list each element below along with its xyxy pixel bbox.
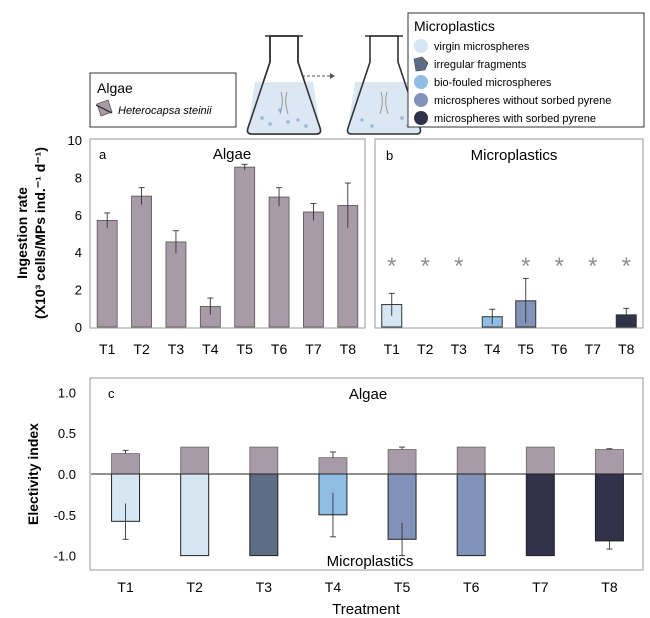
panel-a-bar-T7 (303, 211, 324, 328)
flask-left-icon (246, 35, 322, 135)
panel-b-xtick-T1: T1 (384, 341, 401, 357)
panel-a-bar-T5 (234, 166, 256, 328)
panel-c-algae-bar-T5 (387, 449, 417, 475)
panel-a-xtick-T7: T7 (305, 341, 322, 357)
legend-label-irregular-fragments: irregular fragments (434, 59, 527, 71)
panel-b-significance-T5: * (521, 253, 530, 280)
panel-c-microplastic-bar-T7 (525, 473, 555, 557)
legend-swatch-microspheres-without-sorbed-pyrene-icon (414, 93, 428, 107)
legend-algae: Algae Heterocapsa steinii (89, 72, 237, 128)
panel-a-bar-T3 (165, 241, 187, 328)
panel-b-significance-T6: * (555, 253, 564, 280)
panel-a-xtick-T3: T3 (168, 341, 185, 357)
panel-c-algae-bar-T8 (595, 449, 624, 475)
panel-b-frame (374, 138, 644, 329)
panel-b-xtick-T8: T8 (618, 341, 635, 357)
panel-b-significance-T2: * (421, 253, 430, 280)
panel-a-bar-T2 (131, 195, 152, 328)
panel-c-xtick-T8: T8 (601, 579, 618, 595)
panel-c-ytick-label: -1.0 (54, 549, 76, 564)
panel-a-bar-T6 (268, 196, 290, 328)
panel-c-xtick-T4: T4 (325, 579, 342, 595)
panel-c-algae-bar-T7 (525, 446, 555, 475)
panel-b-significance-T1: * (387, 253, 396, 280)
panel-a-label: a (99, 147, 107, 162)
panel-c-algae-bar-T1 (111, 453, 140, 475)
panel-a-ytick-label: 2 (75, 283, 82, 298)
panel-c-xtick-T5: T5 (394, 579, 411, 595)
legend-label-microspheres-without-sorbed-pyrene: microspheres without sorbed pyrene (434, 95, 611, 107)
legend-algae-species: Heterocapsa steinii (118, 105, 212, 117)
panel-a-xtick-T8: T8 (340, 341, 357, 357)
panel-c-xtick-T1: T1 (117, 579, 134, 595)
xlabel-treatment: Treatment (332, 601, 401, 618)
panel-b-xtick-T7: T7 (585, 341, 602, 357)
legend-swatch-irregular-fragments-icon (413, 56, 429, 72)
ylabel-ingestion-line1: Ingestion rate (14, 187, 30, 279)
legend-algae-title: Algae (97, 80, 133, 96)
panel-a-xtick-T5: T5 (237, 341, 254, 357)
panel-b-xtick-T3: T3 (451, 341, 468, 357)
legend-label-microspheres-with-sorbed-pyrene: microspheres with sorbed pyrene (434, 113, 596, 125)
panel-c-bottom-label: Microplastics (327, 553, 414, 570)
panel-a-ytick-label: 0 (75, 320, 82, 335)
panel-b-title: Microplastics (471, 147, 558, 164)
panel-c-ytick-label: -0.5 (54, 508, 76, 523)
panel-b-significance-T8: * (622, 253, 631, 280)
panel-c-microplastic-bar-T6 (456, 473, 486, 557)
panel-c-ytick-label: 0.0 (58, 467, 76, 482)
panel-b-xtick-T5: T5 (518, 341, 535, 357)
panel-a-xtick-T1: T1 (99, 341, 116, 357)
panel-a-title: Algae (213, 146, 251, 163)
panel-c-microplastic-bar-T8 (594, 473, 624, 542)
panel-c-xtick-T7: T7 (532, 579, 549, 595)
panel-c-xtick-T6: T6 (463, 579, 480, 595)
panel-c-frame (89, 377, 644, 571)
panel-a-ytick-label: 10 (68, 133, 82, 148)
legend-swatch-virgin-microspheres-icon (414, 39, 428, 53)
panel-a: a Algae 0 2 4 6 8 10 T1 T2 T3 T4 T5 T6 T7 T8 (68, 133, 366, 357)
legend-swatch-microspheres-with-sorbed-pyrene-icon (414, 111, 428, 125)
panel-c-ytick-label: 1.0 (58, 385, 76, 400)
ylabel-electivity: Electivity index (25, 423, 41, 525)
panel-a-xtick-T2: T2 (133, 341, 150, 357)
panel-b-label: b (386, 148, 393, 163)
panel-b: b Microplastics * T1 * T2 * T3 T4 * T5 * T6 * T7 * T8 (374, 138, 644, 357)
panel-a-ytick-label: 6 (75, 208, 82, 223)
panel-a-xtick-T4: T4 (202, 341, 219, 357)
panel-c-microplastic-bar-T3 (249, 473, 279, 557)
panel-b-significance-T3: * (454, 253, 463, 280)
panel-c-xtick-T2: T2 (187, 579, 204, 595)
panel-a-bar-T1 (96, 220, 118, 328)
panel-c-xtick-T3: T3 (256, 579, 273, 595)
algae-cell-icon (95, 99, 113, 117)
panel-a-frame (89, 138, 366, 329)
panel-c-algae-bar-T2 (180, 446, 210, 475)
flask-right-icon (346, 35, 422, 135)
legend-label-bio-fouled-microspheres: bio-fouled microspheres (434, 77, 552, 89)
ylabel-ingestion-line2: (X10³ cells/MPs ind.⁻¹ d⁻¹) (32, 147, 48, 319)
panel-b-xtick-T4: T4 (484, 341, 501, 357)
panel-c-algae-bar-T6 (456, 446, 486, 475)
panel-a-ytick-label: 4 (75, 245, 82, 260)
panel-c-ytick-label: 0.5 (58, 426, 76, 441)
panel-c-algae-bar-T4 (318, 457, 348, 475)
panel-c-algae-bar-T3 (249, 446, 279, 475)
dashed-arrow-icon (302, 73, 335, 79)
panel-c: c Algae Microplastics Electivity index T… (25, 377, 644, 618)
panel-c-microplastic-bar-T2 (180, 473, 210, 557)
legend-label-virgin-microspheres: virgin microspheres (434, 41, 530, 53)
panel-a-ytick-label: 8 (75, 170, 82, 185)
panel-a-xtick-T6: T6 (271, 341, 288, 357)
panel-b-xtick-T2: T2 (417, 341, 434, 357)
panel-b-xtick-T6: T6 (551, 341, 568, 357)
panel-c-title: Algae (349, 386, 387, 403)
panel-b-significance-T7: * (588, 253, 597, 280)
legend-microplastics: Microplastics virgin microspheres irregul… (407, 12, 645, 128)
legend-microplastics-title: Microplastics (414, 18, 495, 34)
legend-swatch-bio-fouled-microspheres-icon (414, 75, 428, 89)
panel-c-label: c (108, 386, 115, 401)
